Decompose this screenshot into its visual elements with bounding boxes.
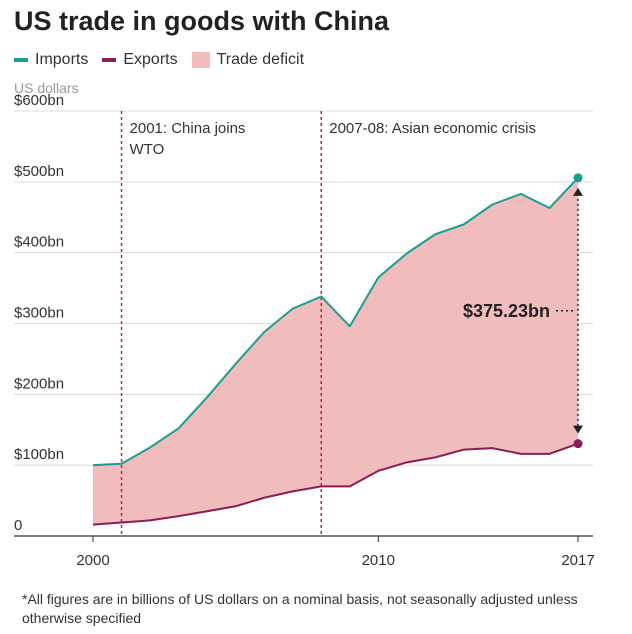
annotation-label: WTO — [130, 141, 165, 158]
legend-imports: Imports — [14, 51, 88, 69]
trade-deficit-area — [93, 177, 578, 525]
deficit-callout-label: $375.23bn — [463, 301, 550, 321]
y-tick-label: $100bn — [14, 446, 64, 463]
y-tick-label: $600bn — [14, 92, 64, 109]
imports-swatch — [14, 58, 28, 62]
legend-exports: Exports — [102, 51, 178, 69]
legend-exports-label: Exports — [123, 51, 178, 68]
x-tick-label: 2010 — [362, 552, 395, 569]
y-tick-label: $200bn — [14, 375, 64, 392]
exports-line — [92, 442, 579, 526]
chart-title: US trade in goods with China — [14, 6, 390, 36]
y-tick-label: $400bn — [14, 234, 64, 251]
annotation-label: 2007-08: Asian economic crisis — [329, 120, 536, 137]
imports-end-point — [573, 173, 583, 183]
units-label: US dollars — [14, 80, 79, 96]
y-tick-label: $300bn — [14, 305, 64, 322]
x-tick-label: 2017 — [561, 552, 594, 569]
y-tick-label: $500bn — [14, 163, 64, 180]
footnote: *All figures are in billions of US dolla… — [22, 591, 578, 626]
exports-end-point — [573, 439, 583, 449]
legend: Imports Exports Trade deficit — [14, 51, 318, 69]
legend-trade-deficit: Trade deficit — [191, 51, 305, 69]
deficit-arrow-head-down — [573, 425, 583, 434]
deficit-arrow-head-up — [573, 187, 583, 196]
legend-trade-deficit-label: Trade deficit — [216, 51, 305, 68]
x-tick-label: 2000 — [76, 552, 109, 569]
trade-deficit-swatch — [191, 52, 210, 68]
exports-swatch — [102, 58, 117, 62]
legend-imports-label: Imports — [35, 51, 89, 68]
imports-line — [92, 177, 579, 467]
y-tick-label: 0 — [14, 517, 22, 534]
annotation-label: 2001: China joins — [130, 120, 246, 137]
